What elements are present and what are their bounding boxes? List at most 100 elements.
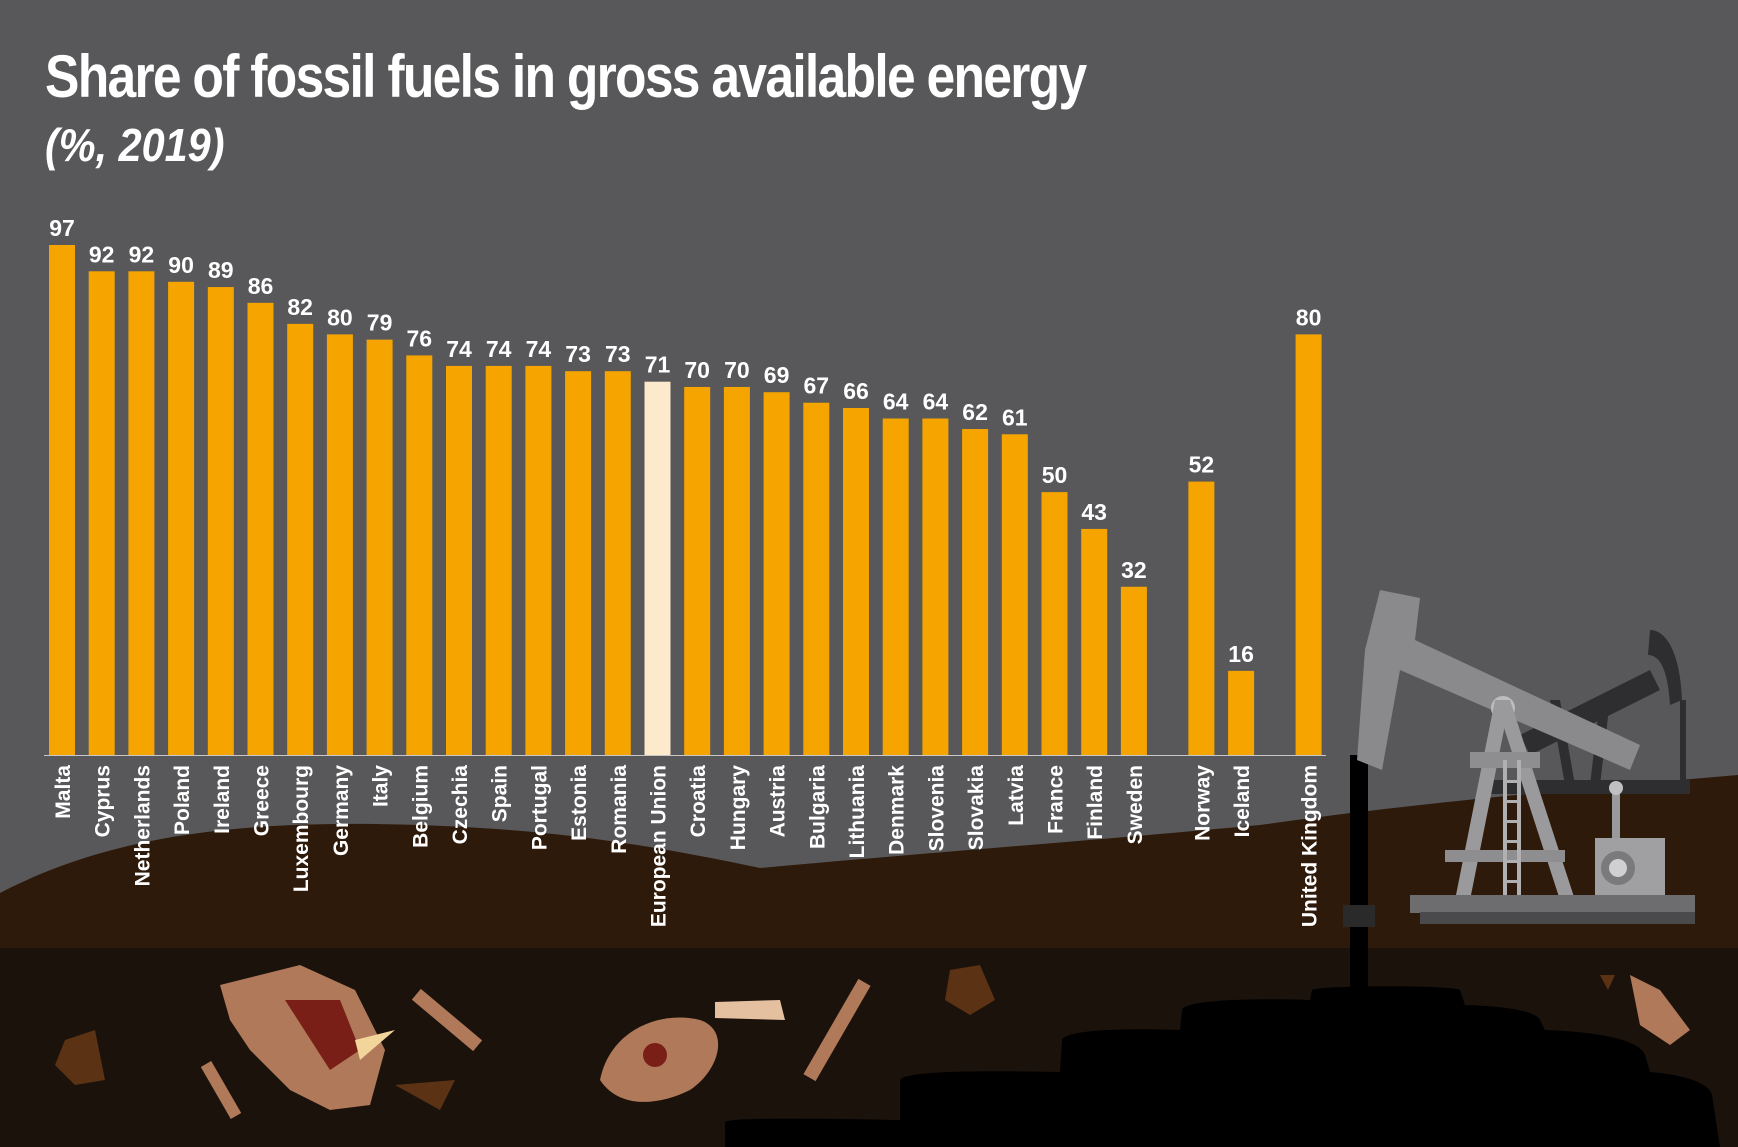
category-label-estonia: Estonia bbox=[568, 765, 591, 841]
category-label-united-kingdom: United Kingdom bbox=[1299, 765, 1322, 927]
bar-norway bbox=[1188, 481, 1215, 755]
value-label-slovakia: 62 bbox=[962, 399, 988, 425]
bar-germany bbox=[326, 334, 353, 755]
bar-bulgaria bbox=[803, 402, 830, 755]
value-label-spain: 74 bbox=[486, 336, 512, 362]
value-label-malta: 97 bbox=[49, 215, 75, 241]
value-label-czechia: 74 bbox=[446, 336, 472, 362]
value-label-sweden: 32 bbox=[1121, 557, 1147, 583]
category-label-bulgaria: Bulgaria bbox=[806, 765, 829, 849]
value-label-latvia: 61 bbox=[1002, 404, 1028, 430]
pipe-icon bbox=[1350, 755, 1368, 995]
category-label-portugal: Portugal bbox=[528, 765, 551, 850]
category-label-austria: Austria bbox=[767, 765, 790, 838]
value-label-hungary: 70 bbox=[724, 357, 750, 383]
category-label-poland: Poland bbox=[171, 765, 194, 835]
category-label-slovakia: Slovakia bbox=[965, 765, 988, 851]
bar-austria bbox=[763, 392, 790, 755]
value-label-belgium: 76 bbox=[407, 325, 433, 351]
bar-czechia bbox=[446, 365, 472, 755]
bar-croatia bbox=[684, 386, 711, 755]
bar-sweden bbox=[1120, 586, 1147, 755]
bar-italy bbox=[366, 339, 393, 755]
bar-poland bbox=[168, 281, 195, 755]
category-label-germany: Germany bbox=[330, 765, 353, 856]
value-label-france: 50 bbox=[1042, 462, 1068, 488]
category-label-denmark: Denmark bbox=[886, 765, 909, 855]
pump-jack-icon bbox=[1357, 590, 1695, 924]
value-label-finland: 43 bbox=[1081, 499, 1107, 525]
category-label-finland: Finland bbox=[1084, 765, 1107, 840]
bar-ireland bbox=[207, 287, 234, 755]
value-label-lithuania: 66 bbox=[843, 378, 869, 404]
bar-lithuania bbox=[843, 407, 869, 755]
bar-belgium bbox=[406, 355, 433, 755]
value-label-cyprus: 92 bbox=[89, 241, 115, 267]
value-label-luxembourg: 82 bbox=[287, 294, 313, 320]
category-label-romania: Romania bbox=[608, 765, 631, 854]
value-label-germany: 80 bbox=[327, 304, 353, 330]
category-label-european-union: European Union bbox=[648, 765, 671, 927]
dinosaur-fossils-icon bbox=[200, 965, 1690, 1119]
value-label-norway: 52 bbox=[1189, 452, 1215, 478]
category-label-france: France bbox=[1045, 765, 1068, 834]
bar-romania bbox=[604, 371, 631, 755]
bar-latvia bbox=[1001, 434, 1028, 755]
bar-spain bbox=[485, 365, 512, 755]
bar-iceland bbox=[1228, 670, 1255, 755]
category-label-latvia: Latvia bbox=[1005, 765, 1028, 826]
value-label-ireland: 89 bbox=[208, 257, 234, 283]
category-label-hungary: Hungary bbox=[727, 765, 750, 851]
category-label-greece: Greece bbox=[251, 765, 274, 836]
bar-united-kingdom bbox=[1295, 334, 1322, 755]
bar-greece bbox=[247, 302, 274, 755]
value-label-estonia: 73 bbox=[565, 341, 591, 367]
oil-deposit bbox=[725, 986, 1720, 1147]
bar-france bbox=[1041, 492, 1068, 755]
value-label-croatia: 70 bbox=[684, 357, 710, 383]
category-label-croatia: Croatia bbox=[687, 765, 710, 838]
bar-portugal bbox=[525, 365, 552, 755]
value-label-austria: 69 bbox=[764, 362, 790, 388]
category-label-spain: Spain bbox=[489, 765, 512, 822]
bar-european-union bbox=[644, 381, 671, 755]
category-label-luxembourg: Luxembourg bbox=[290, 765, 313, 892]
rock-fragments-icon bbox=[55, 965, 1615, 1110]
bar-hungary bbox=[723, 386, 750, 755]
category-label-netherlands: Netherlands bbox=[131, 765, 154, 886]
category-label-ireland: Ireland bbox=[211, 765, 234, 834]
bar-luxembourg bbox=[287, 323, 314, 755]
category-label-norway: Norway bbox=[1191, 765, 1214, 841]
value-label-italy: 79 bbox=[367, 310, 393, 336]
category-label-italy: Italy bbox=[370, 765, 393, 807]
value-label-bulgaria: 67 bbox=[804, 373, 830, 399]
bar-slovakia bbox=[962, 429, 989, 755]
value-label-united-kingdom: 80 bbox=[1296, 304, 1322, 330]
value-label-slovenia: 64 bbox=[923, 389, 949, 415]
chart-subtitle: (%, 2019) bbox=[45, 119, 225, 171]
bar-denmark bbox=[882, 418, 909, 755]
value-label-european-union: 71 bbox=[645, 352, 671, 378]
value-label-netherlands: 92 bbox=[129, 241, 155, 267]
bar-netherlands bbox=[128, 271, 155, 755]
category-label-lithuania: Lithuania bbox=[846, 765, 869, 859]
value-label-romania: 73 bbox=[605, 341, 631, 367]
category-label-slovenia: Slovenia bbox=[925, 765, 948, 852]
bar-slovenia bbox=[922, 418, 949, 755]
category-label-malta: Malta bbox=[52, 765, 75, 819]
bar-malta bbox=[49, 245, 75, 755]
value-label-greece: 86 bbox=[248, 273, 274, 299]
value-label-poland: 90 bbox=[168, 252, 194, 278]
category-label-czechia: Czechia bbox=[449, 765, 472, 845]
bar-cyprus bbox=[88, 271, 115, 755]
category-label-sweden: Sweden bbox=[1124, 765, 1147, 844]
value-label-iceland: 16 bbox=[1228, 641, 1254, 667]
category-label-cyprus: Cyprus bbox=[92, 765, 115, 837]
bar-estonia bbox=[565, 371, 592, 755]
category-label-iceland: Iceland bbox=[1231, 765, 1254, 837]
chart-title: Share of fossil fuels in gross available… bbox=[45, 43, 1087, 110]
category-label-belgium: Belgium bbox=[409, 765, 432, 848]
